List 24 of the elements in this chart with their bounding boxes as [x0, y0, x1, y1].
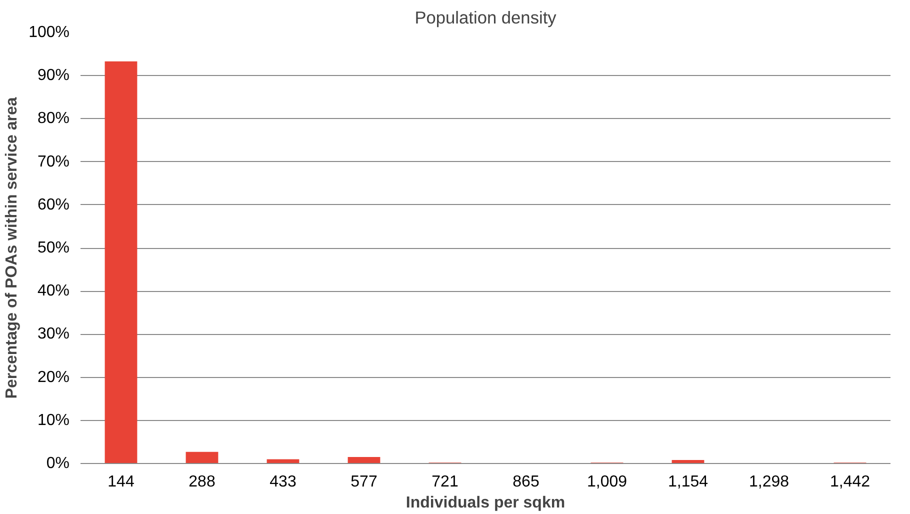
chart-title: Population density — [414, 8, 557, 28]
y-tick-label: 70% — [37, 153, 70, 170]
x-tick-label: 144 — [108, 474, 134, 490]
x-axis-title: Individuals per sqkm — [406, 494, 566, 512]
y-tick-label: 40% — [37, 282, 70, 300]
y-tick-label: 0% — [46, 455, 70, 472]
x-tick-label: 865 — [512, 474, 540, 490]
x-tick-label: 577 — [350, 474, 378, 490]
y-tick-label: 30% — [37, 326, 70, 343]
y-tick-label: 100% — [28, 24, 70, 41]
x-tick-label: 1,298 — [748, 474, 790, 490]
x-tick-label: 721 — [432, 474, 458, 490]
y-tick-label: 60% — [37, 196, 70, 214]
y-tick-label: 80% — [37, 110, 70, 128]
y-tick-label: 90% — [37, 67, 70, 84]
y-tick-label: 50% — [37, 240, 70, 256]
x-tick-label: 288 — [188, 474, 216, 490]
x-tick-label: 1,154 — [668, 474, 708, 490]
x-tick-label: 433 — [270, 474, 296, 490]
x-tick-label: 1,442 — [830, 474, 870, 490]
y-axis-title: Percentage of POAs within service area — [4, 97, 21, 399]
y-tick-label: 10% — [37, 412, 70, 429]
y-tick-label: 20% — [37, 368, 70, 386]
x-tick-label: 1,009 — [586, 474, 628, 490]
